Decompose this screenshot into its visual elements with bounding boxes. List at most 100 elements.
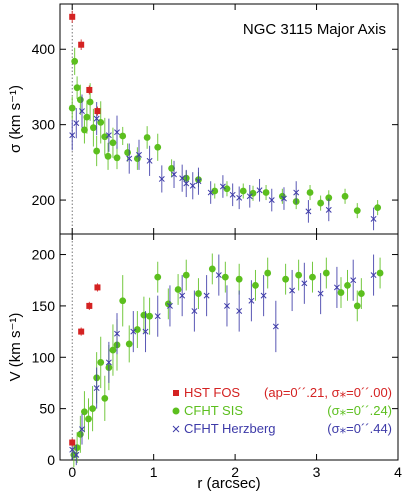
sigma-point-cfht-sis bbox=[143, 134, 151, 141]
velocity-point-cfht-sis bbox=[76, 430, 84, 438]
velocity-ytick-label: 150 bbox=[32, 298, 56, 314]
velocity-point-cfht-sis bbox=[195, 290, 202, 297]
cross-stroke bbox=[136, 151, 142, 158]
sigma-data-marks bbox=[68, 10, 382, 231]
cross-stroke bbox=[333, 284, 340, 291]
velocity-point-cfht-herzberg bbox=[215, 272, 222, 279]
velocity-point-cfht-herzberg bbox=[203, 292, 210, 299]
velocity-point-cfht-sis bbox=[101, 394, 109, 402]
sigma-point-cfht-herzberg bbox=[305, 208, 312, 215]
velocity-point-cfht-herzberg bbox=[317, 290, 324, 297]
sigma-point-cfht-herzberg bbox=[171, 171, 177, 178]
sigma-point-cfht-sis bbox=[168, 164, 175, 172]
sigma-point-cfht-herzberg bbox=[179, 175, 186, 182]
cross-stroke bbox=[370, 272, 377, 279]
velocity-point-cfht-sis bbox=[322, 269, 330, 277]
sigma-point-cfht-herzberg bbox=[136, 151, 142, 158]
sigma-point-cfht-herzberg bbox=[229, 191, 236, 198]
velocity-ytick-label: 0 bbox=[47, 452, 55, 468]
cross-stroke bbox=[126, 155, 133, 162]
sigma-point-cfht-sis bbox=[113, 154, 121, 162]
legend-entry-hst: HST FOS (ap=0´´.21, σ⁎=0´´.00) bbox=[173, 385, 392, 400]
velocity-point-cfht-herzberg bbox=[73, 451, 80, 458]
sigma-point-hst-fos bbox=[69, 13, 76, 20]
sigma-point-cfht-herzberg bbox=[114, 129, 120, 136]
sigma-point-cfht-sis bbox=[211, 187, 219, 195]
cross-stroke bbox=[73, 120, 80, 127]
sigma-point-cfht-sis bbox=[86, 98, 94, 106]
velocity-point-cfht-sis bbox=[81, 408, 88, 416]
velocity-axis-ticks: 0 50 100 150 200 0 1 2 3 4 bbox=[32, 234, 402, 480]
cross-stroke bbox=[260, 292, 267, 299]
sigma-ytick-label: 200 bbox=[32, 192, 56, 208]
cross-stroke bbox=[229, 191, 236, 198]
sigma-point-cfht-sis bbox=[374, 204, 382, 212]
velocity-point-cfht-herzberg bbox=[289, 287, 296, 294]
cross-stroke bbox=[171, 171, 177, 178]
sigma-point-cfht-herzberg bbox=[158, 175, 165, 182]
sigma-point-cfht-herzberg bbox=[268, 197, 275, 204]
velocity-point-cfht-herzberg bbox=[142, 328, 149, 335]
velocity-point-cfht-herzberg bbox=[93, 385, 100, 392]
radius-xtick-label: 1 bbox=[150, 464, 158, 480]
velocity-data-marks bbox=[69, 253, 384, 468]
velocity-point-cfht-sis bbox=[235, 275, 243, 283]
sigma-point-cfht-herzberg bbox=[189, 182, 196, 189]
velocity-point-cfht-herzberg bbox=[166, 302, 173, 309]
radius-xtick-label: 4 bbox=[394, 464, 402, 480]
velocity-point-cfht-sis bbox=[221, 273, 229, 281]
legend-label-herzberg: CFHT Herzberg bbox=[184, 421, 276, 436]
velocity-point-cfht-sis bbox=[208, 265, 216, 273]
sigma-ytick-label: 400 bbox=[32, 41, 56, 57]
cross-stroke bbox=[154, 313, 161, 320]
velocity-point-cfht-herzberg bbox=[260, 292, 267, 299]
cross-stroke bbox=[114, 129, 120, 136]
velocity-point-cfht-herzberg bbox=[350, 277, 357, 284]
sigma-panel: 200 300 400 NGC 3115 Major Axis σ (km s⁻¹) bbox=[7, 3, 399, 235]
velocity-point-cfht-herzberg bbox=[191, 308, 198, 314]
sigma-ytick-label: 300 bbox=[32, 117, 56, 133]
velocity-point-cfht-herzberg bbox=[79, 426, 85, 433]
sigma-point-hst-fos bbox=[94, 108, 101, 115]
sigma-point-cfht-herzberg bbox=[93, 115, 100, 122]
velocity-point-cfht-sis bbox=[133, 326, 141, 333]
legend-params-herzberg: (σ⁎=0´´.44) bbox=[327, 421, 392, 436]
cross-stroke bbox=[158, 175, 165, 182]
cross-stroke bbox=[317, 290, 324, 297]
cross-stroke bbox=[73, 451, 80, 458]
sigma-axis-label: σ (km s⁻¹) bbox=[7, 85, 24, 153]
cross-stroke bbox=[114, 330, 120, 337]
cross-stroke bbox=[305, 208, 312, 215]
cross-stroke bbox=[93, 385, 100, 392]
velocity-point-hst-fos bbox=[78, 328, 85, 335]
velocity-point-cfht-herzberg bbox=[333, 284, 340, 291]
velocity-point-hst-fos bbox=[94, 284, 101, 291]
sigma-point-cfht-sis bbox=[119, 132, 127, 140]
cross-stroke bbox=[105, 132, 112, 139]
cross-stroke bbox=[189, 182, 196, 189]
sigma-point-hst-fos bbox=[78, 41, 85, 48]
sigma-point-cfht-sis bbox=[89, 124, 97, 132]
sigma-point-cfht-sis bbox=[73, 84, 81, 92]
sigma-point-cfht-sis bbox=[262, 189, 270, 196]
chart-title: NGC 3115 Major Axis bbox=[243, 21, 386, 38]
sigma-point-cfht-sis bbox=[353, 207, 361, 215]
velocity-point-cfht-herzberg bbox=[301, 280, 308, 287]
velocity-ytick-label: 100 bbox=[32, 349, 56, 365]
sigma-point-cfht-sis bbox=[76, 96, 84, 104]
velocity-point-cfht-sis bbox=[140, 311, 148, 319]
sigma-point-cfht-sis bbox=[101, 133, 109, 141]
sigma-point-cfht-sis bbox=[83, 113, 91, 121]
legend-circle-marker bbox=[172, 407, 180, 415]
velocity-point-cfht-sis bbox=[337, 289, 345, 296]
velocity-ytick-label: 200 bbox=[32, 247, 56, 263]
sigma-point-cfht-sis bbox=[223, 185, 231, 193]
sigma-point-cfht-sis bbox=[81, 126, 88, 134]
cross-stroke bbox=[236, 308, 243, 314]
velocity-point-hst-fos bbox=[86, 302, 93, 309]
velocity-axis-label: V (km s⁻¹) bbox=[7, 313, 24, 382]
velocity-point-cfht-herzberg bbox=[154, 313, 161, 320]
velocity-point-cfht-herzberg bbox=[69, 446, 76, 453]
